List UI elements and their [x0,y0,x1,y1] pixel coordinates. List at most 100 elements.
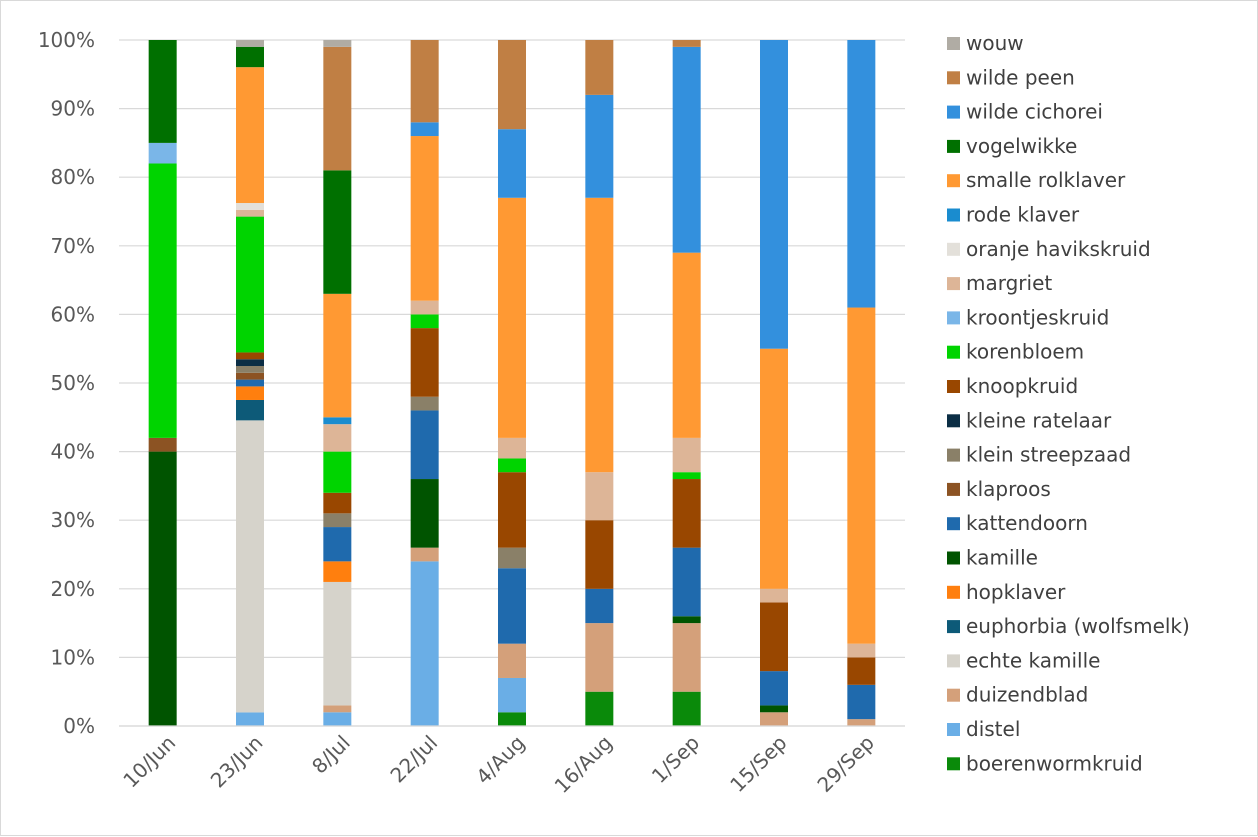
bar-segment [410,410,439,480]
bar-segment [672,691,701,726]
y-tick-label: 60% [51,302,95,326]
bar-segment [585,691,614,726]
legend-swatch [947,757,960,771]
bar-segment [672,616,701,624]
bar-segment [236,712,264,726]
bar-segment [498,677,526,713]
bar-segment [672,40,701,47]
bar-segment [410,547,439,562]
bar-segment [323,492,352,514]
bar-segment [672,437,701,473]
bar-segment [323,527,352,562]
bar-segment [847,719,876,726]
y-tick-label: 20% [51,577,95,601]
x-tick-label: 23/Jun [206,731,268,793]
bar-segment [236,40,264,47]
legend-swatch [947,105,960,119]
legend-item: echte kamille [947,648,1100,672]
legend-label: margriet [966,271,1052,295]
legend-swatch [947,585,960,599]
x-tick-label: 16/Aug [550,731,617,798]
bar-segment [585,520,614,589]
legend-swatch [947,482,960,496]
bar-segment [410,300,439,315]
bar-segment [323,424,352,452]
legend-item: rode klaver [947,203,1080,227]
legend-label: duizendblad [966,683,1088,707]
legend-swatch [947,37,960,50]
x-axis: 10/Jun 23/Jun 8/Jul 22/Jul 4/Aug 16/Aug 1/Sep 1… [118,725,905,798]
bar-segment [760,712,788,726]
legend-item: hopklaver [947,580,1066,604]
bar-segment [323,581,352,706]
bar-segment [672,623,701,692]
legend-label: vogelwikke [966,134,1077,158]
legend-swatch [947,208,960,222]
bar-segment [236,359,264,367]
bar-segment [323,417,352,425]
legend-label: klaproos [966,477,1051,501]
legend-item: kleine ratelaar [947,408,1112,432]
legend-swatch [947,688,960,702]
legend-label: kroontjeskruid [966,305,1109,329]
bar-segment [323,40,352,47]
x-tick-label: 22/Jul [385,731,442,788]
legend-swatch [947,723,960,736]
bar-segment [323,712,352,726]
legend: wouw wilde peen wilde cichorei vogelwikke sm… [947,31,1190,775]
bar-segment [585,588,614,624]
legend-item: kroontjeskruid [947,305,1109,329]
legend-item: margriet [947,271,1052,295]
legend-label: rode klaver [966,203,1080,227]
bar-segment [410,396,439,411]
bar-segment [847,684,876,720]
bar-segment [760,40,788,349]
bar-segment [498,197,526,438]
bar-segment [148,142,177,164]
bar-segment [760,588,788,603]
legend-item: duizendblad [947,683,1088,707]
legend-swatch [947,242,960,256]
y-tick-label: 50% [51,371,95,395]
y-tick-label: 80% [51,165,95,189]
bar-segment [760,671,788,706]
x-tick-label: 15/Sep [725,731,791,797]
bar-segment [323,705,352,713]
legend-swatch [947,654,960,668]
bar-segment [498,568,526,644]
bar-segment [236,386,264,400]
bar-segment [672,252,701,438]
legend-item: distel [947,717,1020,741]
bar-segment [585,94,614,198]
bar-segment [148,451,177,726]
legend-swatch [947,174,960,188]
legend-label: wilde peen [966,65,1075,89]
bar-segment [236,216,264,353]
x-tick-label: 8/Jul [307,731,355,779]
bar-segment [585,623,614,692]
x-tick-label: 10/Jun [118,731,180,793]
bar-segment [410,479,439,548]
legend-label: hopklaver [966,580,1066,604]
legend-swatch [947,139,960,153]
legend-item: smalle rolklaver [947,168,1126,192]
y-tick-label: 40% [51,440,95,464]
bar-segment [760,348,788,589]
legend-swatch [947,311,960,325]
bar-segment [672,472,701,480]
legend-swatch [947,414,960,428]
y-tick-label: 90% [51,97,95,121]
legend-label: kattendoorn [966,511,1088,535]
bar-segment [672,46,701,253]
bar-segment [148,40,177,143]
bar-segment [148,163,177,438]
bar-segment [585,40,614,95]
legend-swatch [947,620,960,634]
bar-segment [323,293,352,418]
legend-label: klein streepzaad [966,443,1131,467]
bar-segment [236,420,264,713]
legend-item: klein streepzaad [947,443,1131,467]
bar-segment [323,170,352,294]
bar-segment [236,209,264,217]
